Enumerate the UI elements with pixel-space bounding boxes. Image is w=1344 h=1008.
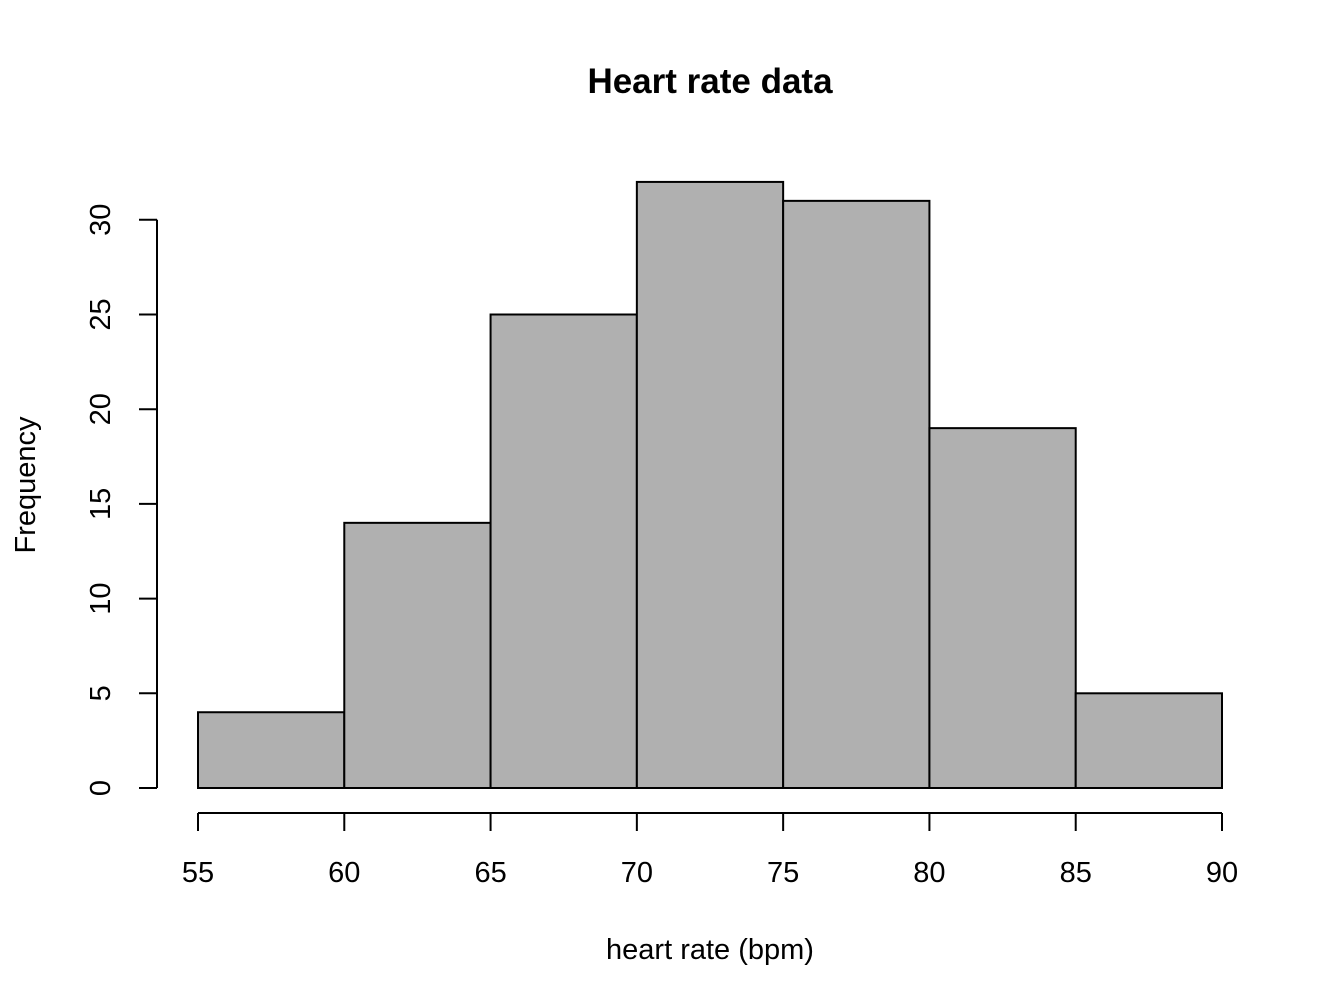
histogram-bar-70-75 xyxy=(635,180,785,790)
histogram-bar-55-60 xyxy=(197,711,346,789)
x-tick-label: 80 xyxy=(913,857,945,889)
x-tick-label: 55 xyxy=(182,857,214,889)
histogram-bar-80-85 xyxy=(928,427,1077,789)
y-tick-label: 15 xyxy=(85,488,117,520)
histogram-bar-75-80 xyxy=(782,199,931,790)
histogram-bar-60-65 xyxy=(343,521,492,790)
y-axis: 0 5 10 15 20 25 30 xyxy=(85,204,158,796)
x-tick-label: 65 xyxy=(474,857,506,889)
bars-group xyxy=(197,180,1223,790)
y-tick-label: 0 xyxy=(85,780,117,796)
chart-title: Heart rate data xyxy=(587,62,833,101)
x-tick-label: 90 xyxy=(1206,857,1238,889)
y-tick-label: 5 xyxy=(85,685,117,701)
y-tick-label: 30 xyxy=(85,204,117,236)
y-tick-label: 20 xyxy=(85,393,117,425)
x-axis: 55 60 65 70 75 80 85 90 xyxy=(182,812,1238,889)
x-tick-label: 75 xyxy=(767,857,799,889)
y-tick-label: 10 xyxy=(85,582,117,614)
y-tick-label: 25 xyxy=(85,298,117,330)
x-tick-label: 85 xyxy=(1060,857,1092,889)
y-axis-label: Frequency xyxy=(10,416,42,554)
histogram-bar-65-70 xyxy=(489,313,638,789)
x-tick-label: 60 xyxy=(328,857,360,889)
histogram-bar-85-90 xyxy=(1074,692,1223,789)
x-tick-label: 70 xyxy=(621,857,653,889)
x-axis-label: heart rate (bpm) xyxy=(606,934,814,966)
